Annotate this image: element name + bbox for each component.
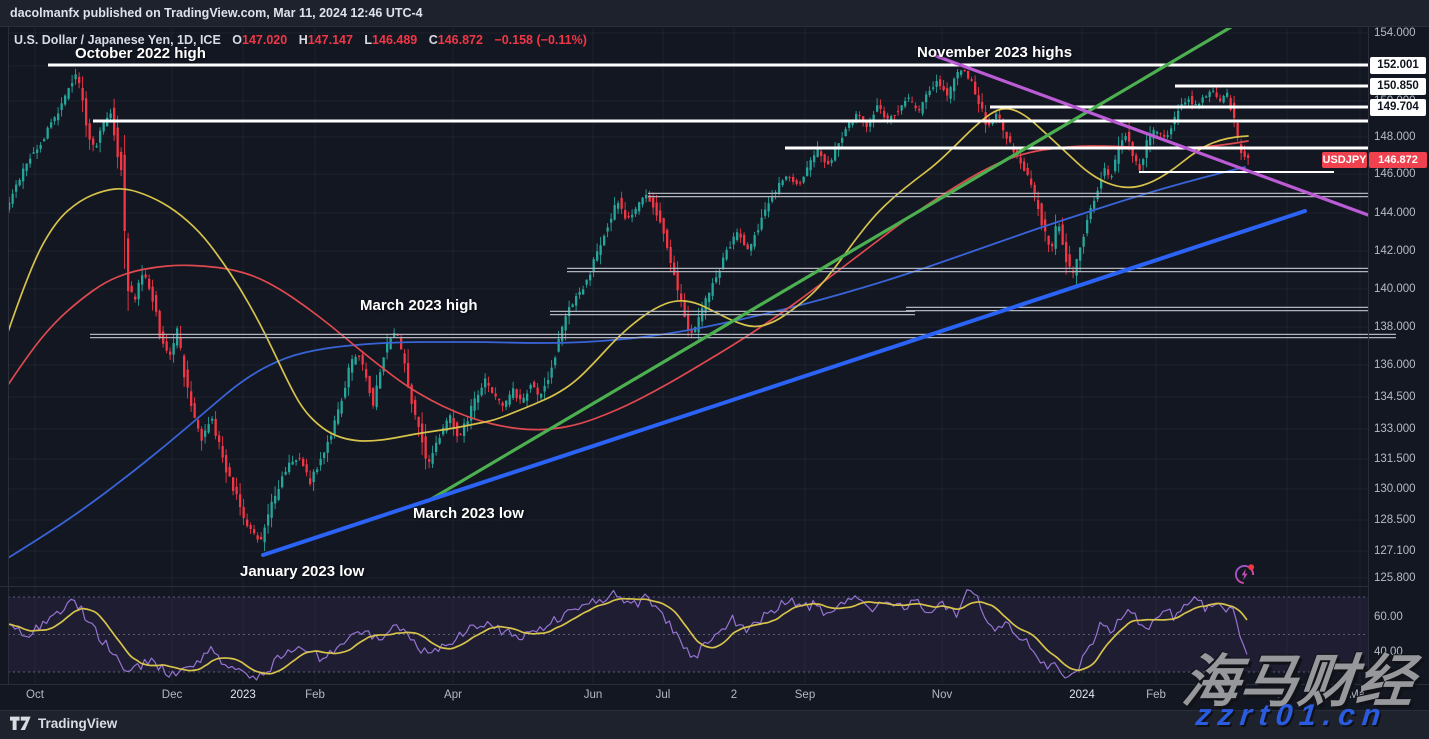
january-2023-low-uptrend <box>261 209 1307 557</box>
time-label-nov: Nov <box>931 689 953 701</box>
notification-dot <box>1248 564 1255 571</box>
tradingview-logo[interactable]: TradingView <box>10 716 117 731</box>
bolt-glyph <box>1241 568 1248 581</box>
price-line-badge: 152.001 <box>1370 56 1426 74</box>
price-axis[interactable] <box>1369 27 1429 684</box>
ohlc-low-label: L <box>364 33 373 47</box>
ohlc-open-value: 147.020 <box>242 33 288 47</box>
price-axis-border <box>1368 27 1369 684</box>
grid <box>8 28 1368 683</box>
annotation-march-2023-high[interactable]: March 2023 high <box>360 297 478 314</box>
last-price-symbol-badge: USDJPY <box>1322 152 1367 168</box>
price-tick: 131.500 <box>1374 453 1416 465</box>
yellow-ma <box>8 107 1249 442</box>
pane-left-border <box>8 27 9 684</box>
symbol-title: U.S. Dollar / Japanese Yen, 1D, ICE <box>14 33 221 47</box>
november-2023-downtrend <box>934 54 1368 217</box>
time-label-feb: Feb <box>1146 689 1166 701</box>
candle-series <box>8 68 1250 551</box>
tradingview-logo-icon <box>10 716 31 730</box>
pane-separator[interactable] <box>0 586 1368 587</box>
price-tick: 138.000 <box>1374 321 1416 333</box>
price-tick: 146.000 <box>1374 168 1416 180</box>
time-label-dec: Dec <box>161 689 183 701</box>
price-tick: 130.000 <box>1374 483 1416 495</box>
ohlc-low-value: 146.489 <box>372 33 418 47</box>
price-tick: 140.000 <box>1374 283 1416 295</box>
time-axis-border <box>0 684 1429 685</box>
footer-bar <box>0 710 1429 739</box>
time-label-apr: Apr <box>444 689 462 701</box>
blue-ma <box>8 166 1246 559</box>
lightning-idea-icon[interactable] <box>1233 562 1257 586</box>
time-label-sep: Sep <box>794 689 816 701</box>
price-tick: 134.500 <box>1374 391 1416 403</box>
time-label-oct: Oct <box>26 689 44 701</box>
change-value: −0.158 (−0.11%) <box>494 33 587 47</box>
horizontal-levels <box>48 63 1396 339</box>
symbol-legend[interactable]: U.S. Dollar / Japanese Yen, 1D, ICE O147… <box>14 33 587 47</box>
moving-averages <box>8 107 1249 559</box>
time-label-jun: Jun <box>583 689 603 701</box>
price-tick: 133.000 <box>1374 423 1416 435</box>
price-tick: 144.000 <box>1374 207 1416 219</box>
watermark-url: zzrt01.cn <box>1194 699 1390 732</box>
time-label-may: May <box>1349 689 1371 701</box>
annotation-january-2023-low[interactable]: January 2023 low <box>240 563 365 580</box>
ohlc-high-label: H <box>298 33 308 47</box>
oscillator-signal-line <box>8 597 1248 675</box>
time-label-2023: 2023 <box>230 689 256 701</box>
oscillator-series <box>8 589 1248 681</box>
indicator-tick: 40.00 <box>1374 646 1403 658</box>
price-tick: 125.800 <box>1374 572 1416 584</box>
indicator-tick: 60.00 <box>1374 611 1403 623</box>
red-ma <box>8 140 1249 431</box>
march-2023-low-uptrend <box>426 28 1233 503</box>
attribution-text: dacolmanfx published on TradingView.com,… <box>10 6 423 20</box>
price-tick: 142.000 <box>1374 245 1416 257</box>
time-label-jul: Jul <box>655 689 671 701</box>
price-line-badge: 150.850 <box>1370 77 1426 95</box>
time-label-2024: 2024 <box>1069 689 1095 701</box>
annotation-october-2022-high[interactable]: October 2022 high <box>75 45 206 62</box>
ohlc-close-value: 146.872 <box>437 33 483 47</box>
time-label-2: 2 <box>730 689 738 701</box>
price-tick: 128.500 <box>1374 514 1416 526</box>
trendlines <box>261 28 1368 557</box>
time-label-apr: Apr <box>1278 689 1296 701</box>
annotation-march-2023-low[interactable]: March 2023 low <box>413 505 524 522</box>
price-tick: 127.100 <box>1374 545 1416 557</box>
ohlc-close-label: C <box>428 33 438 47</box>
ohlc-high-value: 147.147 <box>307 33 353 47</box>
time-label-feb: Feb <box>305 689 325 701</box>
price-tick: 136.000 <box>1374 359 1416 371</box>
attribution-bar: dacolmanfx published on TradingView.com,… <box>0 0 1429 27</box>
price-tick: 154.000 <box>1374 27 1416 39</box>
price-tick: 148.000 <box>1374 131 1416 143</box>
annotation-november-2023-highs[interactable]: November 2023 highs <box>917 44 1073 61</box>
oscillator-line <box>8 589 1248 681</box>
ohlc-open-label: O <box>232 33 243 47</box>
price-line-badge: 149.704 <box>1370 98 1426 116</box>
last-price-value-badge: 146.872 <box>1369 152 1427 168</box>
tradingview-logo-label: TradingView <box>38 716 118 731</box>
